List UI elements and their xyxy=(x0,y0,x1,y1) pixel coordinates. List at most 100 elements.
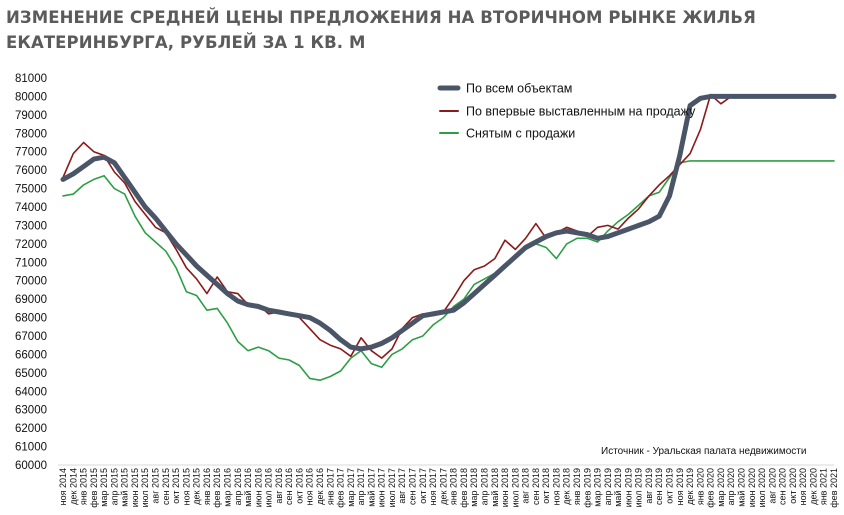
x-tick-label: авг 2015 xyxy=(151,468,161,504)
legend-label-0: По всем объектам xyxy=(466,82,572,96)
x-tick-label: дек 2019 xyxy=(685,468,695,505)
x-tick-label: фев 2021 xyxy=(829,468,839,508)
x-tick-label: авг 2019 xyxy=(644,468,654,504)
x-tick-label: июн 2017 xyxy=(377,468,387,507)
y-tick-label: 64000 xyxy=(15,386,47,398)
x-tick-label: сен 2020 xyxy=(778,468,788,505)
x-tick-label: апр 2015 xyxy=(109,468,119,505)
x-tick-label: мар 2016 xyxy=(222,468,232,507)
y-tick-label: 61000 xyxy=(15,442,47,454)
x-tick-label: янв 2017 xyxy=(325,468,335,505)
x-tick-label: сен 2015 xyxy=(161,468,171,505)
x-tick-label: июн 2020 xyxy=(747,468,757,507)
y-tick-label: 71000 xyxy=(15,257,47,269)
x-tick-label: дек 2020 xyxy=(808,468,818,505)
y-tick-label: 77000 xyxy=(15,147,47,159)
y-tick-label: 81000 xyxy=(15,73,47,85)
x-tick-label: ноя 2016 xyxy=(305,468,315,505)
y-tick-label: 72000 xyxy=(15,239,47,251)
x-tick-label: мар 2020 xyxy=(716,468,726,507)
x-tick-label: сен 2016 xyxy=(284,468,294,505)
series-line-1 xyxy=(62,93,835,359)
y-tick-label: 60000 xyxy=(15,460,47,472)
x-tick-label: сен 2017 xyxy=(408,468,418,505)
x-tick-label: май 2016 xyxy=(243,468,253,507)
y-tick-label: 75000 xyxy=(15,184,47,196)
x-tick-label: апр 2019 xyxy=(603,468,613,505)
x-tick-label: дек 2014 xyxy=(68,468,78,505)
x-tick-label: окт 2017 xyxy=(418,468,428,504)
x-tick-label: ноя 2014 xyxy=(58,468,68,505)
chart-title: ИЗМЕНЕНИЕ СРЕДНЕЙ ЦЕНЫ ПРЕДЛОЖЕНИЯ НА ВТ… xyxy=(6,8,756,52)
x-tick-label: июл 2016 xyxy=(264,468,274,507)
x-tick-label: фев 2016 xyxy=(212,468,222,508)
x-tick-label: дек 2016 xyxy=(315,468,325,505)
x-tick-label: авг 2017 xyxy=(397,468,407,504)
x-tick-label: май 2018 xyxy=(490,468,500,507)
y-tick-label: 78000 xyxy=(15,128,47,140)
x-tick-label: май 2017 xyxy=(366,468,376,507)
x-tick-label: сен 2018 xyxy=(531,468,541,505)
x-tick-label: фев 2018 xyxy=(459,468,469,508)
legend: По всем объектам По впервые выставленным … xyxy=(437,82,696,141)
y-tick-label: 70000 xyxy=(15,276,47,288)
x-tick-label: июл 2018 xyxy=(510,468,520,507)
y-tick-label: 68000 xyxy=(15,313,47,325)
x-tick-label: май 2015 xyxy=(120,468,130,507)
x-tick-label: окт 2018 xyxy=(541,468,551,504)
x-tick-label: янв 2021 xyxy=(819,468,829,505)
y-tick-label: 80000 xyxy=(15,91,47,103)
x-tick-label: июн 2016 xyxy=(253,468,263,507)
x-tick-label: мар 2017 xyxy=(346,468,356,507)
x-tick-label: авг 2018 xyxy=(521,468,531,504)
source-note: Источник - Уральская палата недвижимости xyxy=(601,446,806,457)
x-tick-label: дек 2015 xyxy=(192,468,202,505)
x-tick-label: июн 2019 xyxy=(623,468,633,507)
y-tick-label: 67000 xyxy=(15,331,47,343)
y-tick-label: 76000 xyxy=(15,165,47,177)
x-tick-label: апр 2020 xyxy=(726,468,736,505)
x-tick-label: мар 2015 xyxy=(99,468,109,507)
x-tick-label: дек 2017 xyxy=(438,468,448,505)
x-tick-label: май 2019 xyxy=(613,468,623,507)
y-tick-label: 63000 xyxy=(15,405,47,417)
x-tick-label: июл 2019 xyxy=(634,468,644,507)
x-tick-label: окт 2016 xyxy=(294,468,304,504)
x-tick-label: ноя 2020 xyxy=(798,468,808,505)
x-tick-label: апр 2018 xyxy=(479,468,489,505)
x-tick-label: янв 2019 xyxy=(572,468,582,505)
y-tick-label: 73000 xyxy=(15,220,47,232)
x-tick-label: июл 2015 xyxy=(140,468,150,507)
x-tick-label: окт 2020 xyxy=(788,468,798,504)
x-tick-label: авг 2016 xyxy=(274,468,284,504)
x-tick-label: июл 2017 xyxy=(387,468,397,507)
legend-label-2: Снятым с продажи xyxy=(466,127,575,141)
series-line-2 xyxy=(62,160,835,382)
y-tick-label: 69000 xyxy=(15,294,47,306)
x-tick-label: сен 2019 xyxy=(654,468,664,505)
y-tick-label: 79000 xyxy=(15,110,47,122)
x-tick-label: окт 2019 xyxy=(665,468,675,504)
x-tick-label: окт 2015 xyxy=(171,468,181,504)
series-layer xyxy=(60,93,837,382)
x-tick-label: дек 2018 xyxy=(562,468,572,505)
x-tick-label: янв 2016 xyxy=(202,468,212,505)
x-tick-label: ноя 2018 xyxy=(551,468,561,505)
x-tick-label: янв 2020 xyxy=(695,468,705,505)
x-tick-label: ноя 2015 xyxy=(181,468,191,505)
x-tick-label: июл 2020 xyxy=(757,468,767,507)
x-tick-label: авг 2020 xyxy=(767,468,777,504)
y-tick-label: 74000 xyxy=(15,202,47,214)
x-tick-label: янв 2015 xyxy=(79,468,89,505)
series-line-0 xyxy=(60,93,837,352)
y-tick-label: 65000 xyxy=(15,368,47,380)
y-tick-label: 66000 xyxy=(15,349,47,361)
x-tick-label: мар 2019 xyxy=(593,468,603,507)
x-tick-label: апр 2016 xyxy=(233,468,243,505)
x-tick-label: июн 2018 xyxy=(500,468,510,507)
x-tick-label: апр 2017 xyxy=(356,468,366,505)
x-tick-label: июн 2015 xyxy=(130,468,140,507)
y-tick-label: 62000 xyxy=(15,423,47,435)
legend-label-1: По впервые выставленным на продажу xyxy=(466,105,696,119)
